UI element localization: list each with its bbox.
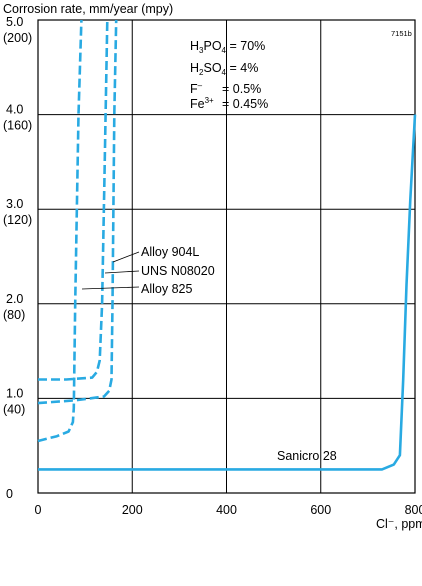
conditions-legend: H3PO4 = 70% H2SO4 = 4% F– = 0.5% Fe3+ = 0.… <box>190 39 268 111</box>
condition-iron: Fe3+ = 0.45% <box>190 96 268 111</box>
plot-frame <box>37 19 416 494</box>
series-line-uns-n08020 <box>37 19 118 405</box>
x-axis-label: Cl⁻, ppm <box>376 517 422 531</box>
condition-h3po4: H3PO4 = 70% <box>190 39 265 55</box>
series-line-alloy-825 <box>37 19 83 443</box>
x-tick-label: 400 <box>216 503 237 517</box>
x-tick-label: 800 <box>405 503 422 517</box>
tick-labels: 0 1.0 (40) 2.0 (80) 3.0 (120) 4.0 (160) 5.0 (200) 0… <box>3 15 422 517</box>
condition-h2so4: H2SO4 = 4% <box>190 61 258 77</box>
x-tick-label: 0 <box>35 503 42 517</box>
y-tick-sublabel: (40) <box>3 402 25 416</box>
series-line-alloy-904l <box>38 19 109 381</box>
series-label: Alloy 904L <box>141 245 199 259</box>
condition-fluoride: F– = 0.5% <box>190 81 261 96</box>
y-tick-sublabel: (80) <box>3 308 25 322</box>
series-layer <box>37 19 417 471</box>
y-tick-label: 4.0 <box>6 103 23 117</box>
series-leader-line <box>81 286 140 290</box>
y-tick-label: 5.0 <box>6 15 23 29</box>
y-tick-sublabel: (120) <box>3 213 32 227</box>
y-tick-label: 0 <box>6 487 13 501</box>
y-tick-label: 3.0 <box>6 197 23 211</box>
series-leader-line <box>112 251 140 263</box>
y-axis-label: Corrosion rate, mm/year (mpy) <box>3 2 173 16</box>
y-tick-sublabel: (200) <box>3 31 32 45</box>
series-label: Sanicro 28 <box>277 449 337 463</box>
series-label: Alloy 825 <box>141 282 192 296</box>
series-leader-line <box>104 270 140 274</box>
x-tick-label: 200 <box>122 503 143 517</box>
y-tick-sublabel: (160) <box>3 119 32 133</box>
figure-code: 7151b <box>391 29 412 38</box>
series-label: UNS N08020 <box>141 264 215 278</box>
series-labels: Alloy 904L UNS N08020 Alloy 825 Sanicro 28 <box>81 245 337 463</box>
y-tick-label: 1.0 <box>6 386 23 400</box>
x-tick-label: 600 <box>310 503 331 517</box>
series-line-sanicro-28 <box>38 114 417 471</box>
y-tick-label: 2.0 <box>6 292 23 306</box>
